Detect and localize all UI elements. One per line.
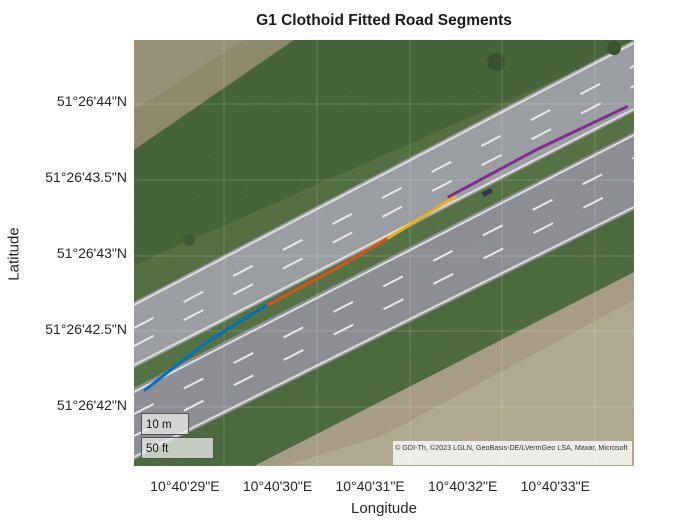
y-tick-label: 51°26'43.5"N xyxy=(45,168,127,185)
chart-title: G1 Clothoid Fitted Road Segments xyxy=(256,12,512,29)
satellite-map[interactable] xyxy=(134,40,634,466)
x-tick-label: 10°40'29"E xyxy=(150,478,220,494)
x-tick-label: 10°40'31"E xyxy=(335,478,405,494)
map-attribution: © GDI-Th, ©2023 LGLN, GeoBasis-DE/LVermG… xyxy=(393,441,632,465)
y-tick-label: 51°26'42.5"N xyxy=(45,321,127,338)
road-segments xyxy=(143,105,629,392)
y-tick-label: 51°26'43"N xyxy=(56,245,127,261)
x-tick-label: 10°40'30"E xyxy=(242,478,313,494)
scale-bar-meters: 10 m xyxy=(141,413,189,435)
y-tick-label: 51°26'42"N xyxy=(56,397,127,414)
y-axis-label: Latitude xyxy=(5,227,23,281)
road-segment-2 xyxy=(266,236,391,307)
y-tick-label: 51°26'44"N xyxy=(56,92,127,109)
map-background xyxy=(134,40,634,466)
x-axis-label: Longitude xyxy=(351,500,417,517)
road-segment-3 xyxy=(387,195,457,240)
x-tick-label: 10°40'32"E xyxy=(428,478,498,494)
road-segment-4 xyxy=(447,105,629,199)
road-segment-1 xyxy=(143,297,279,392)
x-tick-label: 10°40'33"E xyxy=(520,478,590,494)
scale-bar-feet: 50 ft xyxy=(141,437,214,459)
map-area[interactable] xyxy=(134,40,634,466)
